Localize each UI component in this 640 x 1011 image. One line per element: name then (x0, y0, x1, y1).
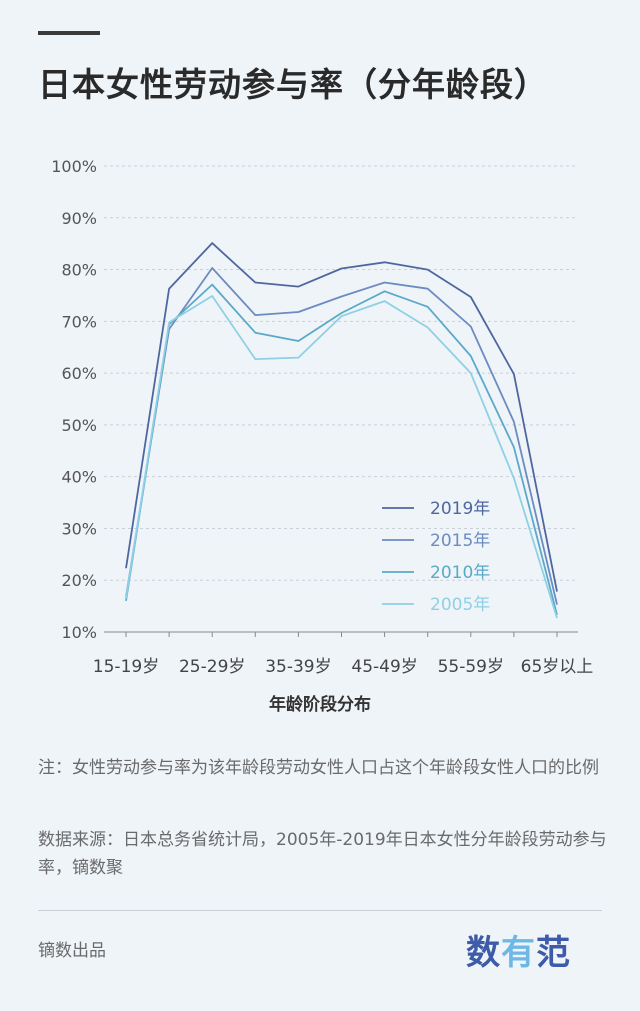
x-tick-label: 55-59岁 (438, 657, 504, 677)
x-axis-label: 年龄阶段分布 (269, 694, 371, 715)
x-tick-label: 25-29岁 (179, 657, 245, 677)
series-line-2015年 (125, 267, 558, 605)
brand-logo: 数有范 (466, 925, 571, 974)
x-tick-label: 45-49岁 (351, 657, 417, 677)
y-tick-label: 10% (61, 623, 97, 642)
x-tick-label: 35-39岁 (265, 657, 331, 677)
credit-text: 镝数出品 (38, 941, 106, 961)
y-tick-label: 100% (51, 157, 97, 176)
legend-label: 2015年 (430, 531, 490, 551)
x-tick-label: 65岁以上 (521, 657, 594, 677)
brand-char-1: 数 (466, 933, 501, 973)
series-line-2005年 (125, 295, 558, 619)
line-chart: 10% 20% 30% 40% 50% 60% 70% 80% 90% 100% 15-19岁 25-… (51, 157, 594, 715)
legend-label: 2005年 (430, 595, 490, 615)
series-line-2019年 (125, 242, 558, 592)
y-tick-label: 50% (61, 416, 97, 435)
page-title: 日本女性劳动参与率（分年龄段） (38, 65, 548, 104)
x-tick-label: 15-19岁 (93, 657, 159, 677)
legend-label: 2019年 (430, 499, 490, 519)
y-tick-label: 40% (61, 468, 97, 487)
y-tick-label: 30% (61, 519, 97, 538)
y-tick-label: 20% (61, 571, 97, 590)
source-text: 数据来源：日本总务省统计局，2005年-2019年日本女性分年龄段劳动参与率，镝… (38, 830, 607, 878)
y-tick-label: 70% (61, 312, 97, 331)
y-tick-label: 80% (61, 261, 97, 280)
y-tick-label: 60% (61, 364, 97, 383)
footer-divider (38, 910, 602, 911)
brand-char-2: 有 (501, 933, 536, 973)
series-line-2010年 (125, 283, 558, 616)
legend-label: 2010年 (430, 563, 490, 583)
y-tick-label: 90% (61, 209, 97, 228)
note-text: 注：女性劳动参与率为该年龄段劳动女性人口占这个年龄段女性人口的比例 (38, 758, 599, 778)
top-accent-rule (38, 31, 100, 35)
brand-char-3: 范 (536, 933, 571, 973)
